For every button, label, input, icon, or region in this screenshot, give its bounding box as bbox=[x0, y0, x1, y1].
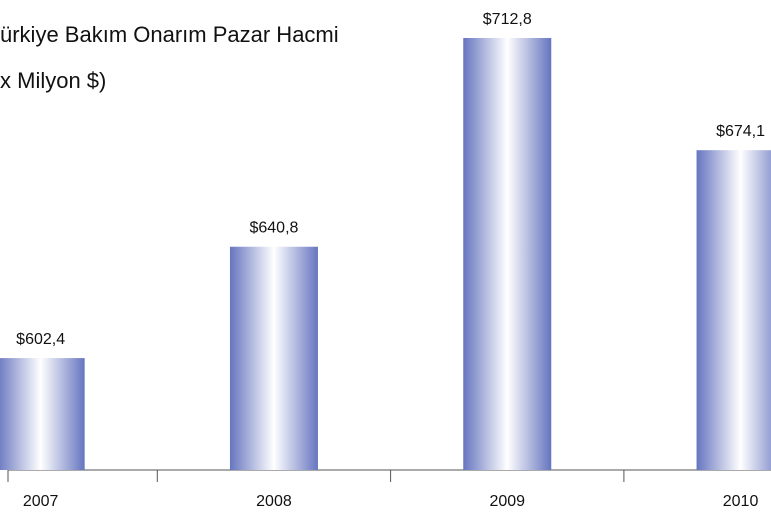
bar bbox=[0, 358, 85, 470]
x-tick-label: 2008 bbox=[256, 493, 292, 510]
x-tick-label: 2009 bbox=[489, 493, 525, 510]
chart-title: ürkiye Bakım Onarım Pazar Hacmi bbox=[0, 22, 339, 47]
data-label: $674,1 bbox=[716, 123, 765, 140]
chart-title: x Milyon $) bbox=[0, 68, 106, 93]
data-label: $640,8 bbox=[249, 220, 298, 237]
x-tick-label: 2010 bbox=[723, 493, 759, 510]
x-tick-label: 2007 bbox=[23, 493, 59, 510]
bar bbox=[463, 37, 552, 470]
bar bbox=[696, 150, 771, 471]
bar bbox=[229, 246, 318, 470]
data-label: $712,8 bbox=[483, 11, 532, 28]
data-label: $602,4 bbox=[16, 331, 65, 348]
